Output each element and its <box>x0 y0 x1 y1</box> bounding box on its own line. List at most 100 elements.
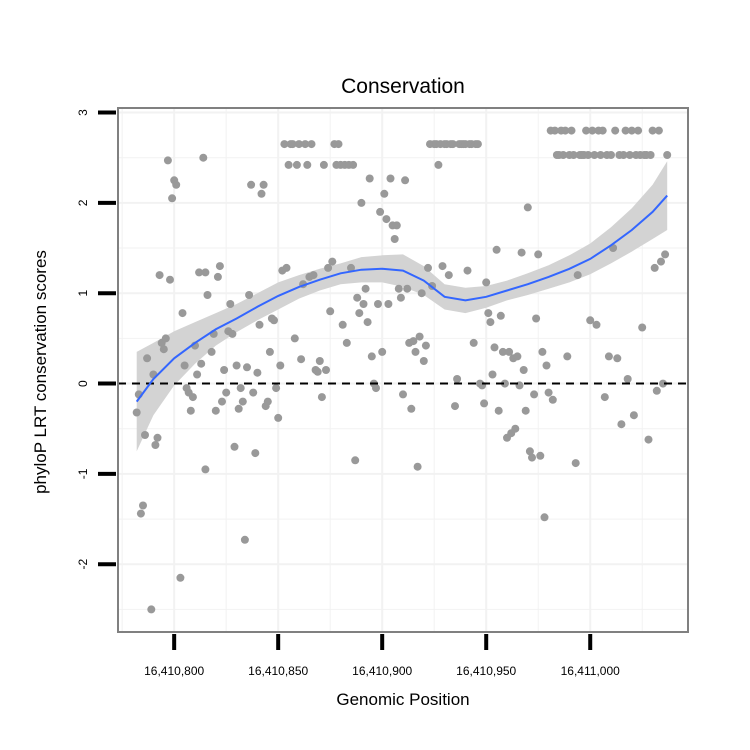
data-point <box>448 140 457 149</box>
data-point <box>407 404 416 413</box>
data-point <box>155 271 164 280</box>
data-point <box>584 151 593 159</box>
data-point <box>390 235 399 243</box>
data-point <box>528 453 536 462</box>
data-point <box>571 459 580 468</box>
data-point <box>496 311 505 320</box>
data-point <box>488 370 497 379</box>
data-point <box>243 363 251 372</box>
data-point <box>417 289 426 298</box>
data-point <box>424 263 432 272</box>
data-point <box>411 347 420 356</box>
y-tick-label: 2 <box>76 199 90 206</box>
data-point <box>657 257 665 266</box>
data-point <box>328 257 337 266</box>
data-point <box>486 318 495 327</box>
data-point <box>646 151 655 159</box>
x-tick-label: 16,411,000 <box>561 664 620 678</box>
data-point <box>363 318 372 327</box>
y-axis-title: phyloP LRT conservation scores <box>31 250 50 494</box>
data-point <box>513 352 522 361</box>
data-point <box>353 293 362 302</box>
data-point <box>561 126 570 135</box>
x-tick-label: 16,410,900 <box>352 664 412 678</box>
data-point <box>168 194 177 203</box>
data-point <box>511 424 520 433</box>
data-point <box>203 291 212 299</box>
data-point <box>240 535 249 544</box>
data-point <box>396 293 405 302</box>
panel-border <box>117 107 689 633</box>
data-point <box>619 151 628 159</box>
data-point <box>648 126 657 135</box>
data-point <box>355 309 364 318</box>
data-point <box>451 402 459 411</box>
data-point <box>163 156 172 165</box>
data-point <box>213 272 222 281</box>
data-point <box>403 284 412 293</box>
data-point <box>482 278 491 287</box>
data-point <box>176 573 185 582</box>
data-point <box>413 462 422 471</box>
data-point <box>415 332 424 341</box>
data-point <box>367 352 376 361</box>
data-point <box>538 347 547 356</box>
data-point <box>259 180 268 189</box>
data-point <box>180 361 189 370</box>
data-point <box>309 271 318 280</box>
data-point <box>188 393 197 402</box>
data-point <box>607 151 615 159</box>
data-point <box>380 189 389 198</box>
data-point <box>297 355 306 364</box>
data-point <box>222 388 231 397</box>
data-point <box>280 140 289 149</box>
smooth-fit-line <box>135 194 668 403</box>
data-point <box>276 361 285 370</box>
data-point <box>342 338 351 347</box>
data-point <box>357 198 366 207</box>
data-point <box>582 126 591 135</box>
data-point <box>245 291 254 299</box>
x-axis-title: Genomic Position <box>336 690 469 709</box>
data-point <box>517 248 526 257</box>
data-point <box>199 153 208 162</box>
data-point <box>159 345 168 354</box>
data-point <box>621 126 630 135</box>
data-point <box>484 309 493 318</box>
data-point <box>659 379 667 388</box>
data-point <box>652 386 661 395</box>
x-tick-label: 16,410,950 <box>456 664 516 678</box>
data-point <box>365 174 374 183</box>
data-point <box>207 347 216 356</box>
data-point <box>567 126 576 135</box>
grid-lines <box>118 108 688 632</box>
data-point <box>139 501 147 510</box>
data-point <box>230 442 239 451</box>
data-point <box>186 406 195 415</box>
data-point <box>598 126 607 135</box>
data-point <box>600 393 609 402</box>
data-point <box>490 343 499 352</box>
data-point <box>315 357 324 365</box>
data-point <box>317 393 326 402</box>
data-point <box>359 300 368 308</box>
data-point <box>530 390 539 399</box>
data-point <box>141 431 149 439</box>
data-point <box>392 221 401 230</box>
data-point <box>401 176 410 185</box>
data-point <box>444 271 453 280</box>
data-point <box>282 263 291 272</box>
data-point <box>382 215 391 224</box>
y-tick-label: 0 <box>76 380 90 387</box>
data-point <box>627 126 636 135</box>
data-point <box>661 250 670 259</box>
data-point <box>634 126 643 135</box>
data-point <box>625 151 634 159</box>
data-point <box>288 140 297 149</box>
data-point <box>613 354 622 363</box>
data-points <box>132 126 672 614</box>
data-point <box>132 408 141 417</box>
x-axis: 16,410,800 16,410,850 16,410,900 16,410,950… <box>144 634 620 678</box>
data-point <box>596 151 605 159</box>
data-point <box>623 375 632 383</box>
